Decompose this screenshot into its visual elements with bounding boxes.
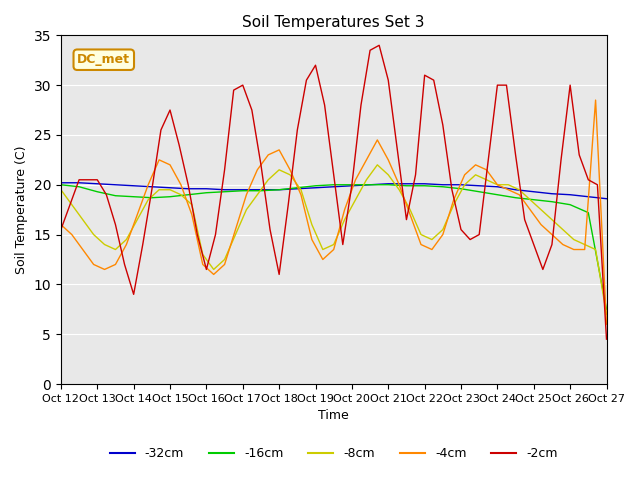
X-axis label: Time: Time [318, 409, 349, 422]
Text: DC_met: DC_met [77, 53, 131, 66]
Title: Soil Temperatures Set 3: Soil Temperatures Set 3 [243, 15, 425, 30]
Legend: -32cm, -16cm, -8cm, -4cm, -2cm: -32cm, -16cm, -8cm, -4cm, -2cm [104, 442, 563, 465]
Y-axis label: Soil Temperature (C): Soil Temperature (C) [15, 145, 28, 274]
